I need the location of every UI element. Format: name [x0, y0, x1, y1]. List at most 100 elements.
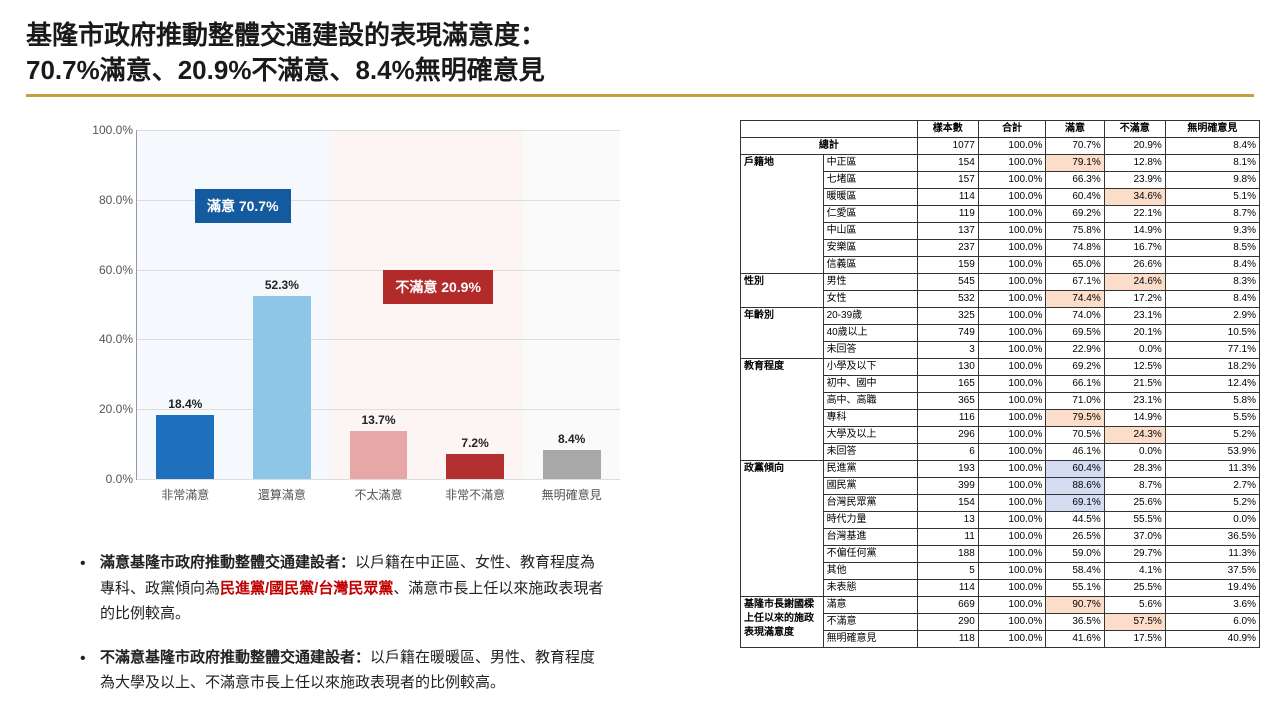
table-cell: 75.8%: [1046, 223, 1104, 240]
table-cell: 57.5%: [1104, 614, 1165, 631]
table-cell: 41.6%: [1046, 631, 1104, 648]
row-group-header: 總計: [741, 138, 918, 155]
table-cell: 193: [917, 461, 978, 478]
table-cell: 116: [917, 410, 978, 427]
table-cell: 0.0%: [1104, 342, 1165, 359]
title-divider: [26, 94, 1254, 97]
chart-region-grey: [523, 130, 620, 479]
table-cell: 100.0%: [978, 529, 1046, 546]
table-cell: 9.8%: [1165, 172, 1259, 189]
y-axis-label: 100.0%: [81, 123, 133, 137]
table-cell: 154: [917, 495, 978, 512]
table-cell: 100.0%: [978, 631, 1046, 648]
table-cell: 118: [917, 631, 978, 648]
table-cell: 237: [917, 240, 978, 257]
table-cell: 66.1%: [1046, 376, 1104, 393]
table-cell: 2.9%: [1165, 308, 1259, 325]
row-group-header: 教育程度: [741, 359, 824, 461]
row-group-header: 戶籍地: [741, 155, 824, 274]
table-cell: 22.1%: [1104, 206, 1165, 223]
table-cell: 100.0%: [978, 240, 1046, 257]
table-cell: 74.0%: [1046, 308, 1104, 325]
table-cell: 34.6%: [1104, 189, 1165, 206]
table-row: 戶籍地中正區154100.0%79.1%12.8%8.1%: [741, 155, 1260, 172]
title-line-2: 70.7%滿意、20.9%不滿意、8.4%無明確意見: [26, 53, 1254, 88]
table-cell: 11.3%: [1165, 546, 1259, 563]
table-cell: 3: [917, 342, 978, 359]
table-cell: 74.8%: [1046, 240, 1104, 257]
table-cell: 10.5%: [1165, 325, 1259, 342]
x-category-label: 還算滿意: [242, 486, 322, 503]
table-cell: 100.0%: [978, 546, 1046, 563]
table-cell: 100.0%: [978, 563, 1046, 580]
gridline: [137, 339, 620, 340]
table-cell: 154: [917, 155, 978, 172]
table-cell: 532: [917, 291, 978, 308]
row-label: 七堵區: [823, 172, 917, 189]
table-cell: 23.1%: [1104, 308, 1165, 325]
table-cell: 21.5%: [1104, 376, 1165, 393]
row-label: 安樂區: [823, 240, 917, 257]
table-cell: 3.6%: [1165, 597, 1259, 614]
row-label: 中正區: [823, 155, 917, 172]
table-cell: 14.9%: [1104, 410, 1165, 427]
table-cell: 67.1%: [1046, 274, 1104, 291]
bar-非常滿意: [156, 415, 214, 479]
table-cell: 0.0%: [1165, 512, 1259, 529]
row-label: 中山區: [823, 223, 917, 240]
table-cell: 114: [917, 580, 978, 597]
x-category-label: 非常滿意: [145, 486, 225, 503]
table-cell: 90.7%: [1046, 597, 1104, 614]
bar-無明確意見: [543, 450, 601, 479]
table-cell: 59.0%: [1046, 546, 1104, 563]
bar-不太滿意: [350, 431, 408, 479]
table-cell: 23.9%: [1104, 172, 1165, 189]
chart-banner-blue: 滿意 70.7%: [195, 189, 291, 223]
table-cell: 55.1%: [1046, 580, 1104, 597]
row-label: 信義區: [823, 257, 917, 274]
table-cell: 74.4%: [1046, 291, 1104, 308]
table-cell: 71.0%: [1046, 393, 1104, 410]
table-cell: 26.6%: [1104, 257, 1165, 274]
table-cell: 8.4%: [1165, 257, 1259, 274]
plot-area: 0.0%20.0%40.0%60.0%80.0%100.0%18.4%非常滿意5…: [136, 130, 620, 480]
row-label: 未回答: [823, 444, 917, 461]
table-cell: 0.0%: [1104, 444, 1165, 461]
table-row: 教育程度小學及以下130100.0%69.2%12.5%18.2%: [741, 359, 1260, 376]
row-label: 不偏任何黨: [823, 546, 917, 563]
y-axis-label: 20.0%: [81, 402, 133, 416]
row-label: 高中、高職: [823, 393, 917, 410]
title-block: 基隆市政府推動整體交通建設的表現滿意度： 70.7%滿意、20.9%不滿意、8.…: [0, 0, 1280, 105]
table-cell: 22.9%: [1046, 342, 1104, 359]
row-label: 不滿意: [823, 614, 917, 631]
table-header: 合計: [978, 121, 1046, 138]
table-cell: 159: [917, 257, 978, 274]
table-cell: 46.1%: [1046, 444, 1104, 461]
row-label: 小學及以下: [823, 359, 917, 376]
table-row: 年齡別20-39歲325100.0%74.0%23.1%2.9%: [741, 308, 1260, 325]
bar-value-label: 8.4%: [542, 432, 602, 446]
table-cell: 100.0%: [978, 155, 1046, 172]
row-group-header: 政黨傾向: [741, 461, 824, 597]
row-label: 未表態: [823, 580, 917, 597]
table-cell: 26.5%: [1046, 529, 1104, 546]
table-cell: 12.5%: [1104, 359, 1165, 376]
row-label: 台灣民眾黨: [823, 495, 917, 512]
bar-還算滿意: [253, 296, 311, 479]
table-cell: 24.6%: [1104, 274, 1165, 291]
table-cell: 8.3%: [1165, 274, 1259, 291]
table-cell: 100.0%: [978, 512, 1046, 529]
row-label: 民進黨: [823, 461, 917, 478]
table-cell: 188: [917, 546, 978, 563]
table-cell: 100.0%: [978, 410, 1046, 427]
table-cell: 100.0%: [978, 614, 1046, 631]
table-cell: 100.0%: [978, 274, 1046, 291]
x-category-label: 不太滿意: [339, 486, 419, 503]
table-row: 性別男性545100.0%67.1%24.6%8.3%: [741, 274, 1260, 291]
gridline: [137, 479, 620, 480]
table-cell: 18.2%: [1165, 359, 1259, 376]
table-cell: 749: [917, 325, 978, 342]
table-cell: 290: [917, 614, 978, 631]
table-cell: 8.7%: [1104, 478, 1165, 495]
table-cell: 100.0%: [978, 495, 1046, 512]
